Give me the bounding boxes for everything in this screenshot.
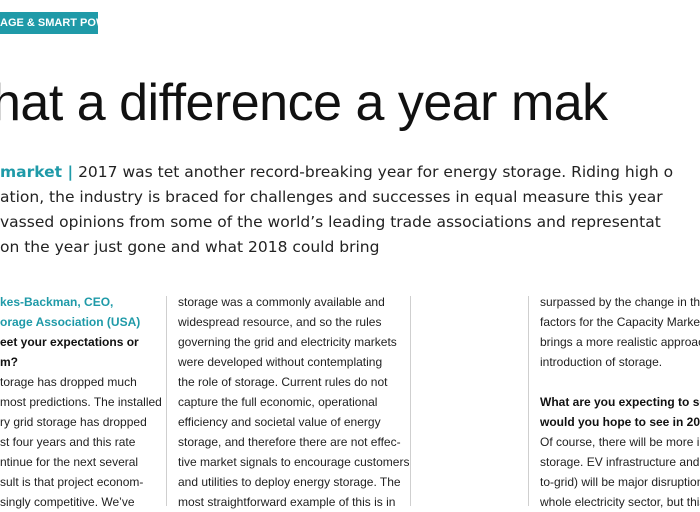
interview-question: m? xyxy=(0,355,18,369)
body-line: whole electricity sector, but this xyxy=(540,495,700,509)
body-line: surpassed by the change in the d xyxy=(540,295,700,309)
body-line: to-grid) will be major disruption xyxy=(540,475,700,489)
standfirst-line: on the year just gone and what 2018 coul… xyxy=(0,238,380,256)
column-divider xyxy=(528,296,529,506)
body-line: most predictions. The installed xyxy=(0,395,162,409)
column-divider xyxy=(166,296,167,506)
body-line: factors for the Capacity Market, v xyxy=(540,315,700,329)
standfirst: market | 2017 was tet another record-bre… xyxy=(0,160,700,260)
standfirst-line: market | 2017 was tet another record-bre… xyxy=(0,160,700,185)
body-line: tive market signals to encourage custome… xyxy=(178,455,410,469)
body-line: sult is that project econom- xyxy=(0,475,144,489)
interview-question: What are you expecting to see xyxy=(540,395,700,409)
body-line: storage. EV infrastructure and V2 xyxy=(540,455,700,469)
body-line: governing the grid and electricity marke… xyxy=(178,335,397,349)
body-line: storage, and therefore there are not eff… xyxy=(178,435,401,449)
interview-question: would you hope to see in 2018 xyxy=(540,415,700,429)
body-line: Of course, there will be more inte xyxy=(540,435,700,449)
standfirst-line: ation, the industry is braced for challe… xyxy=(0,188,663,206)
interview-question: eet your expectations or xyxy=(0,335,139,349)
article-column-2: storage was a commonly available and wid… xyxy=(178,292,410,512)
body-line: brings a more realistic approach xyxy=(540,335,700,349)
standfirst-text: 2017 was tet another record-breaking yea… xyxy=(73,163,674,181)
body-line: ry grid storage has dropped xyxy=(0,415,147,429)
body-line: were developed without contemplating xyxy=(178,355,383,369)
body-line: the role of storage. Current rules do no… xyxy=(178,375,388,389)
author-byline: kes-Backman, CEO, xyxy=(0,295,114,309)
standfirst-kicker: market | xyxy=(0,163,74,181)
body-line: and utilities to deploy energy storage. … xyxy=(178,475,401,489)
section-tag: AGE & SMART POWER xyxy=(0,12,98,34)
column-divider xyxy=(410,296,411,506)
body-line: singly competitive. We’ve xyxy=(0,495,135,509)
standfirst-line: vassed opinions from some of the world’s… xyxy=(0,213,661,231)
author-byline: orage Association (USA) xyxy=(0,315,141,329)
body-line: most straightforward example of this is … xyxy=(178,495,396,509)
body-line: widespread resource, and so the rules xyxy=(178,315,382,329)
body-line: introduction of storage. xyxy=(540,355,663,369)
body-line: ntinue for the next several xyxy=(0,455,139,469)
body-line: st four years and this rate xyxy=(0,435,136,449)
article-column-3: surpassed by the change in the d factors… xyxy=(540,292,700,512)
body-line: storage was a commonly available and xyxy=(178,295,385,309)
article-column-1: kes-Backman, CEO, orage Association (USA… xyxy=(0,292,162,512)
body-line: efficiency and societal value of energy xyxy=(178,415,381,429)
body-line: capture the full economic, operational xyxy=(178,395,378,409)
paragraph-gap xyxy=(540,372,700,392)
body-line: torage has dropped much xyxy=(0,375,137,389)
headline: hat a difference a year mak xyxy=(0,74,608,132)
